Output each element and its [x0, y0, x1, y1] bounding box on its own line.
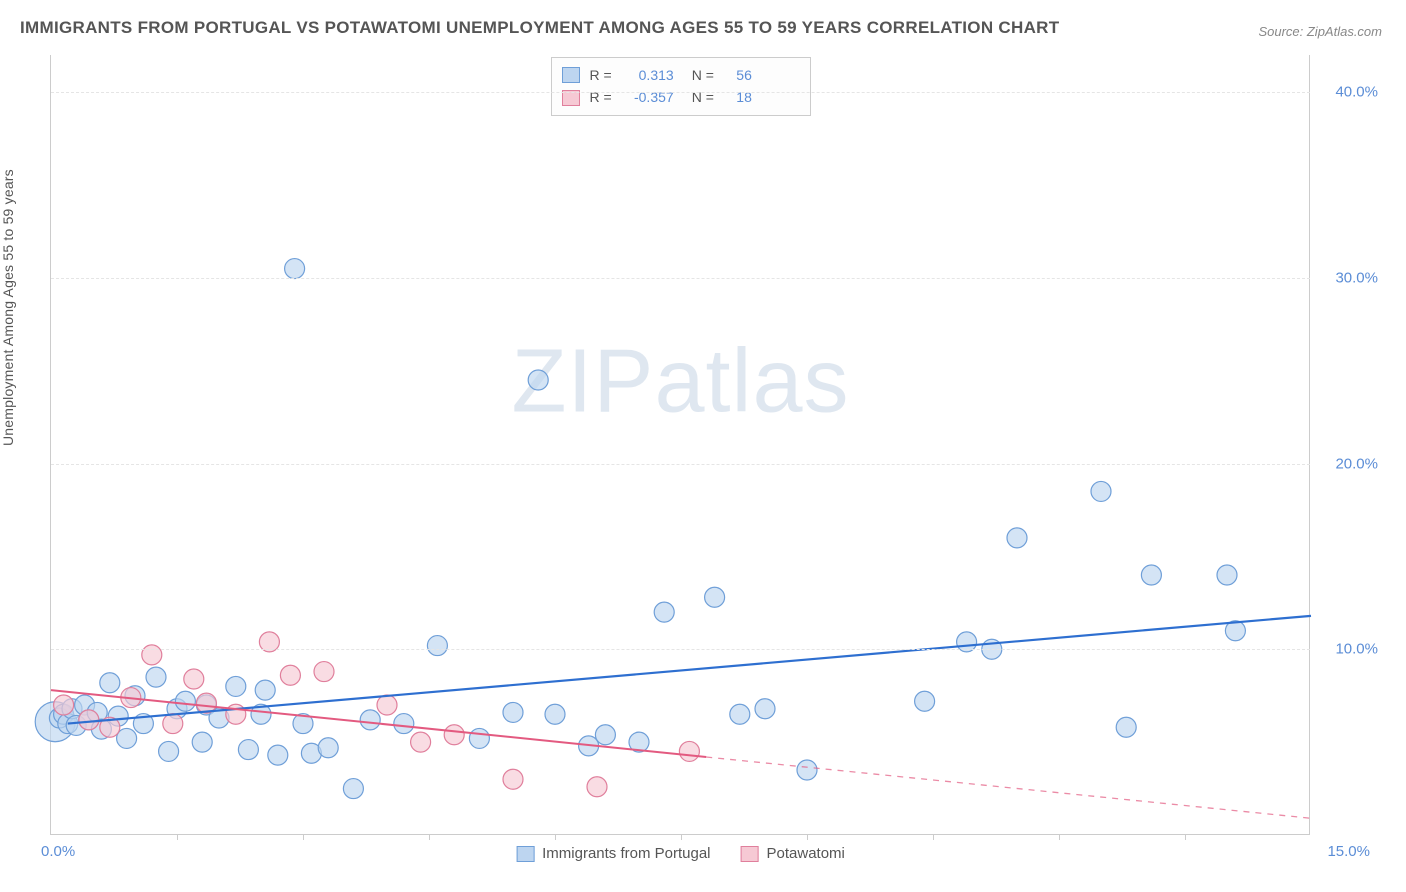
y-tick-label: 40.0% — [1335, 84, 1378, 101]
data-point — [314, 662, 334, 682]
gridline — [51, 92, 1310, 93]
regression-line — [68, 616, 1311, 724]
legend-n-label: N = — [692, 86, 714, 108]
data-point — [411, 732, 431, 752]
x-minor-tick — [681, 834, 682, 840]
data-point — [343, 779, 363, 799]
regression-line-dashed — [706, 757, 1311, 818]
data-point — [595, 725, 615, 745]
y-tick-label: 20.0% — [1335, 455, 1378, 472]
legend-series-label: Potawatomi — [767, 845, 845, 862]
data-point — [175, 691, 195, 711]
data-point — [377, 695, 397, 715]
legend-row: R = 0.313 N = 56 — [562, 64, 796, 86]
data-point — [142, 645, 162, 665]
legend-n-value: 56 — [724, 64, 752, 86]
plot-area: ZIPatlas R =0.313N =56R =-0.357N =18 0.0… — [50, 55, 1310, 835]
data-point — [587, 777, 607, 797]
legend-swatch — [741, 846, 759, 862]
source-name: ZipAtlas.com — [1307, 24, 1382, 39]
y-tick-label: 10.0% — [1335, 641, 1378, 658]
plot-svg — [51, 55, 1310, 834]
x-tick-min: 0.0% — [41, 843, 75, 860]
gridline — [51, 278, 1310, 279]
legend-row: R = -0.357 N = 18 — [562, 86, 796, 108]
legend-swatch — [516, 846, 534, 862]
data-point — [654, 602, 674, 622]
gridline — [51, 649, 1310, 650]
x-minor-tick — [177, 834, 178, 840]
legend-r-label: R = — [590, 64, 612, 86]
data-point — [730, 704, 750, 724]
legend-correlation: R = 0.313 N = 56 R = -0.357 N = 18 — [551, 57, 811, 116]
data-point — [318, 738, 338, 758]
data-point — [159, 741, 179, 761]
x-minor-tick — [933, 834, 934, 840]
data-point — [184, 669, 204, 689]
legend-n-label: N = — [692, 64, 714, 86]
data-point — [1217, 565, 1237, 585]
chart-container: IMMIGRANTS FROM PORTUGAL VS POTAWATOMI U… — [0, 0, 1406, 892]
data-point — [469, 728, 489, 748]
data-point — [79, 710, 99, 730]
data-point — [1116, 717, 1136, 737]
y-axis-label: Unemployment Among Ages 55 to 59 years — [0, 169, 16, 446]
legend-series-item: Immigrants from Portugal — [516, 845, 710, 862]
data-point — [915, 691, 935, 711]
data-point — [1141, 565, 1161, 585]
legend-series-item: Potawatomi — [741, 845, 845, 862]
data-point — [238, 740, 258, 760]
legend-n-value: 18 — [724, 86, 752, 108]
data-point — [705, 587, 725, 607]
gridline — [51, 464, 1310, 465]
data-point — [545, 704, 565, 724]
source-credit: Source: ZipAtlas.com — [1258, 24, 1382, 39]
data-point — [226, 676, 246, 696]
legend-series-label: Immigrants from Portugal — [542, 845, 710, 862]
data-point — [192, 732, 212, 752]
x-minor-tick — [807, 834, 808, 840]
data-point — [503, 769, 523, 789]
data-point — [528, 370, 548, 390]
x-minor-tick — [429, 834, 430, 840]
data-point — [427, 636, 447, 656]
source-prefix: Source: — [1258, 24, 1306, 39]
data-point — [394, 714, 414, 734]
data-point — [255, 680, 275, 700]
data-point — [360, 710, 380, 730]
data-point — [100, 673, 120, 693]
x-tick-max: 15.0% — [1327, 843, 1370, 860]
data-point — [797, 760, 817, 780]
legend-r-value: 0.313 — [622, 64, 674, 86]
legend-r-label: R = — [590, 86, 612, 108]
chart-title: IMMIGRANTS FROM PORTUGAL VS POTAWATOMI U… — [20, 18, 1059, 38]
x-minor-tick — [555, 834, 556, 840]
data-point — [268, 745, 288, 765]
data-point — [280, 665, 300, 685]
data-point — [679, 741, 699, 761]
data-point — [1007, 528, 1027, 548]
data-point — [503, 702, 523, 722]
y-tick-label: 30.0% — [1335, 269, 1378, 286]
legend-swatch — [562, 67, 580, 83]
x-minor-tick — [303, 834, 304, 840]
x-minor-tick — [1185, 834, 1186, 840]
data-point — [163, 714, 183, 734]
data-point — [54, 695, 74, 715]
data-point — [444, 725, 464, 745]
data-point — [117, 728, 137, 748]
data-point — [285, 259, 305, 279]
data-point — [1091, 481, 1111, 501]
x-minor-tick — [1059, 834, 1060, 840]
legend-series: Immigrants from Portugal Potawatomi — [516, 845, 845, 862]
legend-r-value: -0.357 — [622, 86, 674, 108]
data-point — [755, 699, 775, 719]
data-point — [146, 667, 166, 687]
